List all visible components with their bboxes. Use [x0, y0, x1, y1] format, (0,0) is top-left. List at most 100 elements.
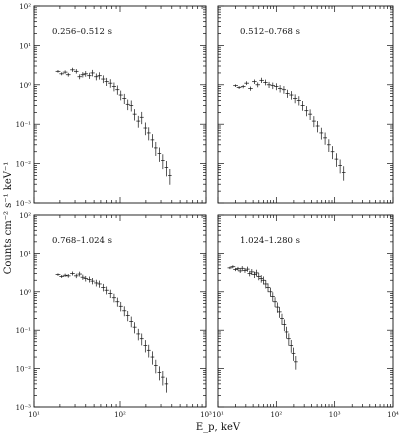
- panel-top-left: 10⁻³ 10⁻² 10⁻¹ 10⁰ 10¹ 10² 0.256–0.512 s: [16, 3, 207, 208]
- data-point: [277, 85, 283, 93]
- data-point: [108, 79, 113, 88]
- data-point: [277, 307, 282, 318]
- data-point: [308, 109, 313, 120]
- data-point: [237, 268, 243, 273]
- data-point: [249, 269, 255, 275]
- data-point: [59, 275, 65, 278]
- data-point: [281, 86, 287, 94]
- data-point: [244, 81, 250, 86]
- data-point: [341, 166, 346, 181]
- data-point: [125, 310, 130, 322]
- y-tick-label: 10⁰: [19, 82, 31, 90]
- data-point: [233, 84, 238, 87]
- data-point: [143, 340, 148, 353]
- data-point: [285, 89, 290, 98]
- data-point: [233, 267, 238, 272]
- data-point: [330, 146, 335, 160]
- x-tick-label: 10³: [329, 411, 341, 419]
- x-tick-label: 10⁴: [387, 411, 399, 419]
- data-point: [87, 72, 92, 79]
- plot-frame: [217, 5, 394, 204]
- data-point: [256, 273, 261, 281]
- y-tick-label: 10¹: [19, 42, 31, 50]
- data-point: [77, 271, 82, 277]
- data-point: [252, 271, 257, 278]
- data-point: [291, 347, 296, 361]
- x-tick-label: 10¹: [28, 411, 40, 419]
- data-point: [164, 161, 169, 177]
- data-point: [122, 306, 127, 317]
- data-point: [263, 280, 268, 289]
- data-point: [270, 292, 275, 302]
- data-point: [252, 79, 257, 84]
- data-point: [274, 83, 279, 91]
- data-point: [227, 266, 233, 270]
- data-point: [280, 313, 284, 325]
- data-point: [161, 154, 165, 170]
- data-point: [87, 276, 92, 283]
- data-point: [270, 82, 276, 90]
- data-point: [118, 90, 123, 101]
- panel-title: 0.256–0.512 s: [52, 27, 112, 37]
- panel-title: 1.024–1.280 s: [240, 236, 300, 246]
- data-point: [73, 273, 79, 279]
- x-tick-label: 10¹: [212, 411, 224, 419]
- data-point: [236, 86, 242, 90]
- data-point: [266, 81, 272, 88]
- data-point: [319, 127, 324, 140]
- data-point: [104, 286, 109, 295]
- data-point: [157, 366, 162, 381]
- data-point: [242, 268, 248, 273]
- data-point: [139, 111, 144, 125]
- data-point: [268, 287, 273, 297]
- data-point: [129, 100, 134, 112]
- data-point: [90, 69, 95, 77]
- data-point: [80, 274, 86, 280]
- data-point: [150, 351, 155, 365]
- y-tick-label: 10⁻²: [16, 366, 32, 374]
- data-point: [65, 274, 71, 278]
- data-point: [136, 115, 141, 128]
- data-point: [265, 283, 271, 293]
- y-tick-label: 10⁻¹: [16, 327, 32, 335]
- data-point: [132, 109, 137, 121]
- data-point: [125, 99, 130, 111]
- y-axis-label: Counts cm⁻² s⁻¹ keV⁻¹: [3, 162, 14, 275]
- data-point: [304, 106, 309, 117]
- data-point: [150, 134, 155, 148]
- data-point: [293, 94, 298, 104]
- data-point: [136, 328, 141, 341]
- y-tick-label: 10¹: [19, 250, 31, 258]
- data-point: [70, 271, 75, 276]
- data-point: [245, 266, 250, 272]
- data-point: [101, 75, 106, 84]
- data-point: [90, 278, 95, 285]
- data-point: [161, 371, 165, 386]
- data-point: [59, 72, 65, 76]
- data-point: [118, 301, 123, 312]
- data-point: [83, 275, 89, 282]
- x-axis-label: E_p, keV: [196, 422, 241, 433]
- data-point: [259, 275, 264, 283]
- y-tick-label: 10⁻³: [16, 200, 32, 208]
- panel-bottom-left: 10⁻³ 10⁻² 10⁻¹ 10⁰ 10¹ 10² 10¹ 10² 10³ 0.768–1.02…: [16, 212, 212, 419]
- data-point: [111, 293, 117, 303]
- y-tick-label: 10²: [19, 212, 31, 220]
- data-point: [300, 100, 305, 111]
- data-point: [240, 84, 246, 89]
- data-point: [94, 73, 99, 81]
- data-point: [261, 276, 266, 285]
- y-tick-label: 10⁻¹: [16, 121, 32, 129]
- data-point: [239, 266, 245, 271]
- data-point: [157, 147, 162, 162]
- y-tick-label: 10²: [19, 3, 31, 11]
- y-tick-label: 10⁻²: [16, 161, 32, 169]
- data-point: [164, 377, 169, 393]
- data-point: [146, 344, 151, 358]
- y-tick-label: 10⁰: [19, 289, 31, 297]
- data-point: [83, 71, 89, 77]
- data-point: [139, 333, 144, 346]
- data-point: [230, 265, 236, 269]
- panel-top-right: 0.512–0.768 s: [217, 5, 394, 204]
- data-point: [282, 319, 287, 332]
